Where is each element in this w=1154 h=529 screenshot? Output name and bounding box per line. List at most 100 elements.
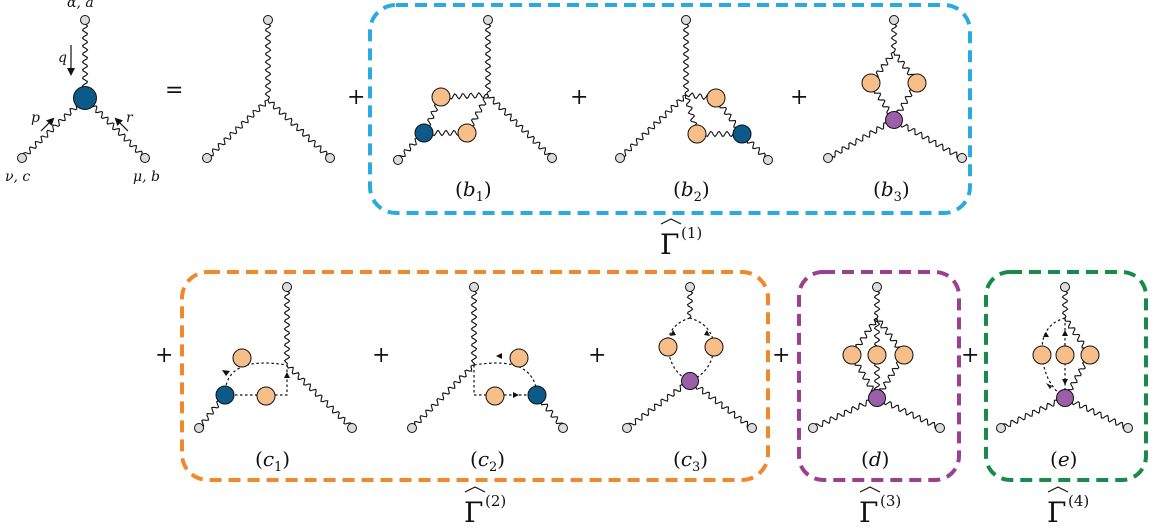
ghost-arrow bbox=[1046, 383, 1052, 389]
group-box-3 bbox=[797, 270, 961, 482]
full-vertex-blob bbox=[527, 385, 547, 405]
plus-sign: + bbox=[372, 343, 390, 368]
lhs-gluon-right bbox=[84, 97, 146, 159]
four-gluon-vertex-blob bbox=[681, 372, 699, 390]
gamma-3-label: Γ (3) bbox=[859, 486, 901, 529]
endpoint bbox=[957, 153, 967, 163]
label-alpha-a: α, a bbox=[67, 0, 94, 11]
dressed-propagator-blob bbox=[256, 386, 276, 406]
dressed-propagator-blob bbox=[232, 348, 252, 368]
endpoint bbox=[823, 153, 833, 163]
ghost-arrow bbox=[222, 370, 230, 376]
svg-text:Γ: Γ bbox=[660, 228, 679, 261]
diagram-e: (e) bbox=[996, 282, 1133, 471]
gluon bbox=[626, 380, 691, 429]
endpoint bbox=[282, 282, 292, 292]
full-vertex-blob bbox=[73, 86, 97, 110]
gluon bbox=[283, 286, 291, 366]
full-vertex-blob bbox=[732, 124, 752, 144]
dressed-propagator-blob bbox=[706, 88, 726, 108]
tree-gluon-left bbox=[206, 99, 269, 159]
gamma-1-label: Γ (1) bbox=[660, 218, 702, 261]
endpoint bbox=[325, 153, 335, 163]
ghost-arrow bbox=[496, 353, 502, 359]
endpoint bbox=[1123, 423, 1133, 433]
plus-sign: + bbox=[588, 343, 606, 368]
five-gluon-vertex-blob bbox=[868, 389, 886, 407]
gamma-4-label: Γ (4) bbox=[1047, 486, 1089, 529]
gluon bbox=[411, 364, 475, 429]
ghost-gluon-vertex-blob bbox=[1056, 389, 1074, 407]
dressed-propagator-blob bbox=[894, 345, 914, 365]
plus-sign: + bbox=[772, 343, 790, 368]
svg-text:Γ: Γ bbox=[1047, 496, 1066, 529]
ghost-arrow bbox=[513, 392, 519, 398]
gluon bbox=[893, 119, 963, 159]
endpoint bbox=[558, 423, 568, 433]
ghost-arrow bbox=[670, 330, 676, 336]
diagram-b3: (b3) bbox=[823, 15, 967, 205]
endpoint bbox=[681, 15, 691, 25]
dressed-propagator-blob bbox=[704, 337, 724, 357]
endpoint bbox=[808, 423, 818, 433]
diagram-c2: (c2) bbox=[407, 282, 568, 475]
plus-sign: + bbox=[790, 85, 808, 110]
endpoint bbox=[996, 423, 1006, 433]
endpoint bbox=[622, 423, 632, 433]
tree-gluon-top bbox=[264, 19, 272, 101]
endpoint bbox=[889, 15, 899, 25]
ghost-arrow bbox=[284, 372, 290, 378]
dressed-propagator-blob bbox=[1055, 345, 1075, 365]
label-r: r bbox=[126, 110, 134, 126]
endpoint bbox=[747, 423, 757, 433]
dressed-propagator-blob bbox=[867, 345, 887, 365]
svg-text:Γ: Γ bbox=[859, 496, 878, 529]
endpoint bbox=[1060, 282, 1070, 292]
tree-level-diagram bbox=[202, 15, 335, 163]
dressed-propagator-blob bbox=[509, 348, 529, 368]
gluon bbox=[484, 19, 492, 96]
dressed-propagator-blob bbox=[842, 345, 862, 365]
gluon bbox=[689, 380, 753, 429]
caption-c1: (c1) bbox=[255, 447, 290, 475]
gluon bbox=[873, 286, 881, 319]
lhs-full-vertex-diagram: α, a q p r ν, c μ, b bbox=[5, 0, 160, 185]
group-box-1 bbox=[368, 3, 972, 215]
plus-sign: + bbox=[570, 85, 588, 110]
diagram-b1: (b1) bbox=[393, 15, 557, 205]
caption-b3: (b3) bbox=[873, 177, 910, 205]
gluon bbox=[812, 397, 878, 429]
label-nu-c: ν, c bbox=[5, 169, 30, 185]
label-mu-b: μ, b bbox=[133, 169, 160, 185]
ghost-arrow bbox=[704, 330, 710, 336]
full-vertex-blob bbox=[414, 123, 434, 143]
momentum-arrow-p bbox=[40, 117, 55, 132]
caption-c2: (c2) bbox=[470, 447, 505, 475]
ghost-arrow bbox=[1062, 379, 1068, 385]
endpoint bbox=[393, 155, 403, 165]
svg-text:(4): (4) bbox=[1068, 492, 1089, 510]
gluon bbox=[286, 364, 353, 429]
dressed-propagator-blob bbox=[485, 386, 505, 406]
endpoint bbox=[685, 282, 695, 292]
caption-c3: (c3) bbox=[673, 447, 708, 475]
endpoint bbox=[202, 153, 212, 163]
dressed-propagator-blob bbox=[457, 123, 477, 143]
dressed-propagator-blob bbox=[861, 73, 881, 93]
ghost-line bbox=[473, 365, 537, 396]
gluon bbox=[890, 19, 898, 53]
endpoint bbox=[547, 153, 557, 163]
dressed-propagator-blob bbox=[431, 87, 451, 107]
plus-sign: + bbox=[961, 343, 979, 368]
gluon bbox=[876, 397, 941, 429]
endpoint bbox=[615, 153, 625, 163]
gluon bbox=[686, 286, 694, 319]
dressed-propagator-blob bbox=[1032, 345, 1052, 365]
diagram-c3: (c3) bbox=[622, 282, 757, 475]
gluon bbox=[1000, 397, 1066, 429]
endpoint-top bbox=[80, 15, 90, 25]
lhs-gluon-top bbox=[81, 19, 89, 99]
plus-sign: + bbox=[155, 343, 173, 368]
endpoint bbox=[935, 423, 945, 433]
